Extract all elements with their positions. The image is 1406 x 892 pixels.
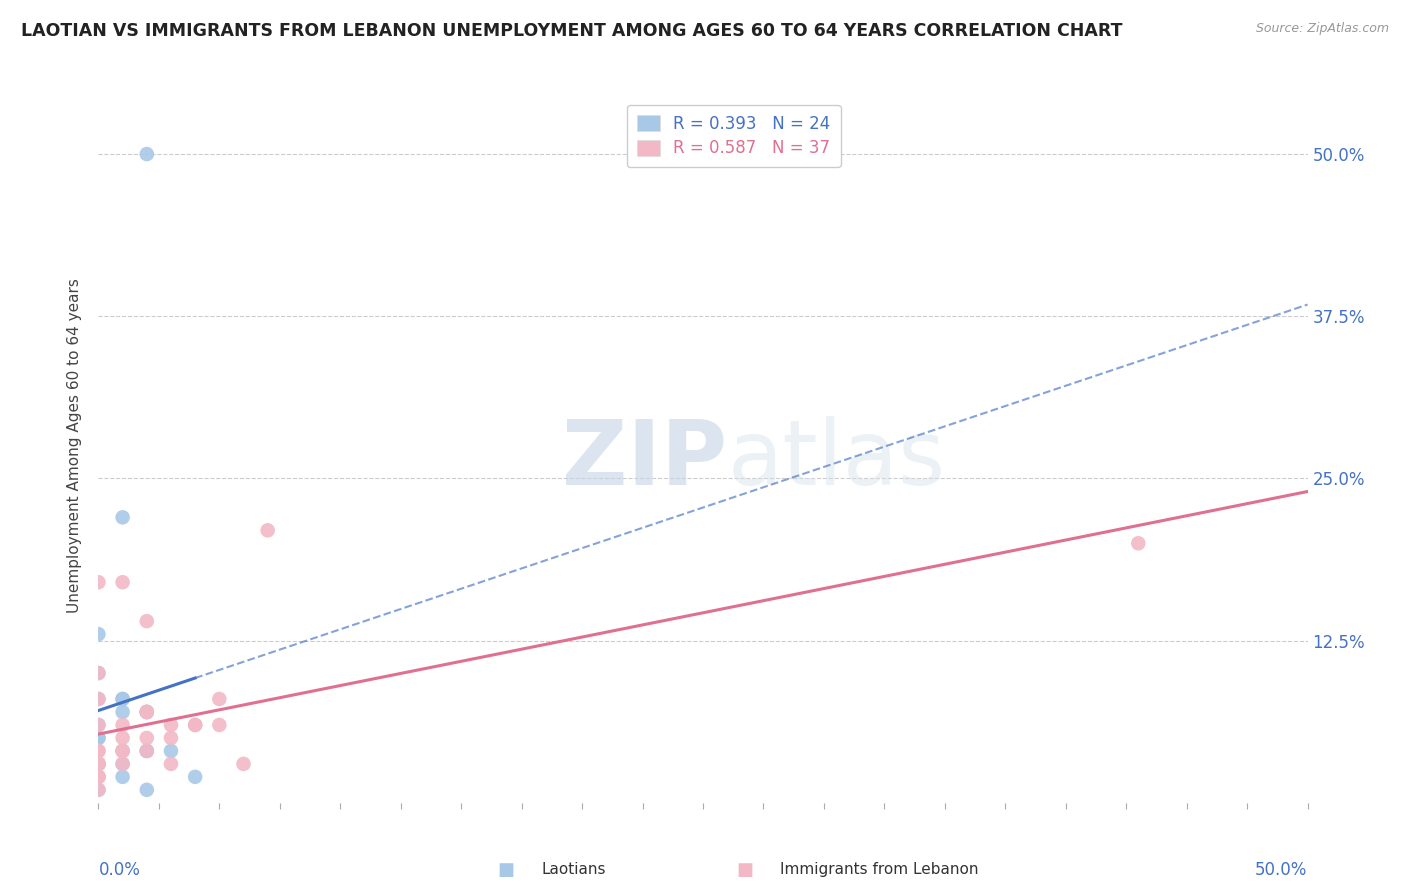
Point: [111, 731, 134, 745]
Point: [87, 770, 110, 784]
Text: atlas: atlas: [727, 417, 945, 504]
Point: [135, 744, 157, 758]
Text: Source: ZipAtlas.com: Source: ZipAtlas.com: [1256, 22, 1389, 36]
Point: [160, 718, 183, 732]
Point: [111, 744, 134, 758]
Point: [111, 705, 134, 719]
Point: [232, 756, 254, 771]
Point: [160, 731, 183, 745]
Point: [87, 575, 110, 590]
Point: [135, 147, 157, 161]
Point: [87, 692, 110, 706]
Point: [111, 510, 134, 524]
Point: [87, 718, 110, 732]
Point: [135, 705, 157, 719]
Point: [111, 744, 134, 758]
Point: [208, 718, 231, 732]
Point: [184, 770, 207, 784]
Point: [111, 692, 134, 706]
Point: [160, 756, 183, 771]
Point: [87, 756, 110, 771]
Point: [111, 756, 134, 771]
Text: 0.0%: 0.0%: [98, 861, 141, 879]
Point: [87, 744, 110, 758]
Point: [87, 731, 110, 745]
Point: [184, 718, 207, 732]
Point: [111, 692, 134, 706]
Text: Laotians: Laotians: [541, 863, 606, 877]
Point: [87, 770, 110, 784]
Point: [87, 756, 110, 771]
Point: [87, 627, 110, 641]
Point: [135, 705, 157, 719]
Point: [87, 666, 110, 681]
Point: [87, 782, 110, 797]
Y-axis label: Unemployment Among Ages 60 to 64 years: Unemployment Among Ages 60 to 64 years: [67, 278, 83, 614]
Point: [160, 744, 183, 758]
Text: Immigrants from Lebanon: Immigrants from Lebanon: [780, 863, 979, 877]
Point: [87, 718, 110, 732]
Legend: R = 0.393   N = 24, R = 0.587   N = 37: R = 0.393 N = 24, R = 0.587 N = 37: [627, 104, 841, 168]
Point: [135, 782, 157, 797]
Point: [135, 614, 157, 628]
Point: [135, 705, 157, 719]
Point: [256, 524, 278, 538]
Point: [87, 770, 110, 784]
Text: 50.0%: 50.0%: [1256, 861, 1308, 879]
Point: [87, 731, 110, 745]
Point: [1128, 536, 1150, 550]
Point: [87, 756, 110, 771]
Point: [135, 731, 157, 745]
Point: [208, 692, 231, 706]
Point: [87, 756, 110, 771]
Point: [87, 756, 110, 771]
Point: [87, 770, 110, 784]
Text: ■: ■: [737, 861, 754, 879]
Point: [135, 744, 157, 758]
Text: ■: ■: [498, 861, 515, 879]
Point: [87, 782, 110, 797]
Point: [87, 692, 110, 706]
Point: [87, 756, 110, 771]
Point: [87, 666, 110, 681]
Point: [111, 575, 134, 590]
Point: [184, 718, 207, 732]
Point: [111, 744, 134, 758]
Text: LAOTIAN VS IMMIGRANTS FROM LEBANON UNEMPLOYMENT AMONG AGES 60 TO 64 YEARS CORREL: LAOTIAN VS IMMIGRANTS FROM LEBANON UNEMP…: [21, 22, 1122, 40]
Point: [87, 744, 110, 758]
Point: [135, 705, 157, 719]
Point: [87, 756, 110, 771]
Text: ZIP: ZIP: [562, 417, 727, 504]
Point: [111, 756, 134, 771]
Point: [111, 718, 134, 732]
Point: [135, 744, 157, 758]
Point: [111, 770, 134, 784]
